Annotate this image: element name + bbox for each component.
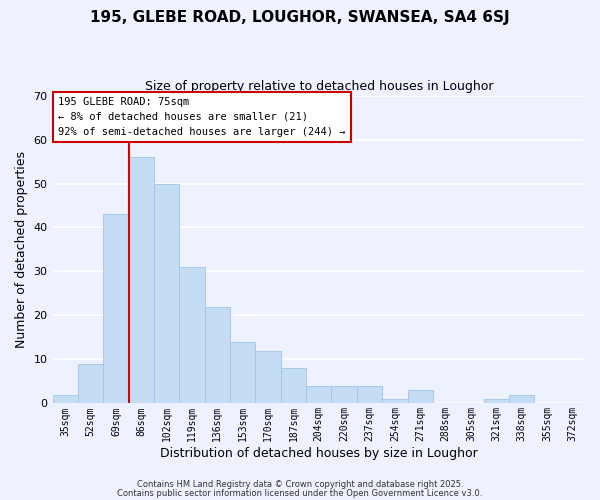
Bar <box>179 267 205 404</box>
Bar <box>281 368 306 404</box>
Bar <box>230 342 256 404</box>
Title: Size of property relative to detached houses in Loughor: Size of property relative to detached ho… <box>145 80 493 93</box>
Bar <box>331 386 357 404</box>
Bar <box>357 386 382 404</box>
Bar <box>205 306 230 404</box>
Text: 195 GLEBE ROAD: 75sqm
← 8% of detached houses are smaller (21)
92% of semi-detac: 195 GLEBE ROAD: 75sqm ← 8% of detached h… <box>58 97 346 136</box>
Bar <box>154 184 179 404</box>
Text: Contains public sector information licensed under the Open Government Licence v3: Contains public sector information licen… <box>118 488 482 498</box>
Text: Contains HM Land Registry data © Crown copyright and database right 2025.: Contains HM Land Registry data © Crown c… <box>137 480 463 489</box>
Bar <box>509 394 534 404</box>
Bar <box>256 350 281 404</box>
Bar <box>306 386 331 404</box>
Text: 195, GLEBE ROAD, LOUGHOR, SWANSEA, SA4 6SJ: 195, GLEBE ROAD, LOUGHOR, SWANSEA, SA4 6… <box>90 10 510 25</box>
Bar <box>53 394 78 404</box>
Y-axis label: Number of detached properties: Number of detached properties <box>15 151 28 348</box>
Bar <box>407 390 433 404</box>
Bar <box>103 214 128 404</box>
Bar <box>128 157 154 404</box>
Bar <box>78 364 103 404</box>
Bar <box>484 399 509 404</box>
X-axis label: Distribution of detached houses by size in Loughor: Distribution of detached houses by size … <box>160 447 478 460</box>
Bar <box>382 399 407 404</box>
